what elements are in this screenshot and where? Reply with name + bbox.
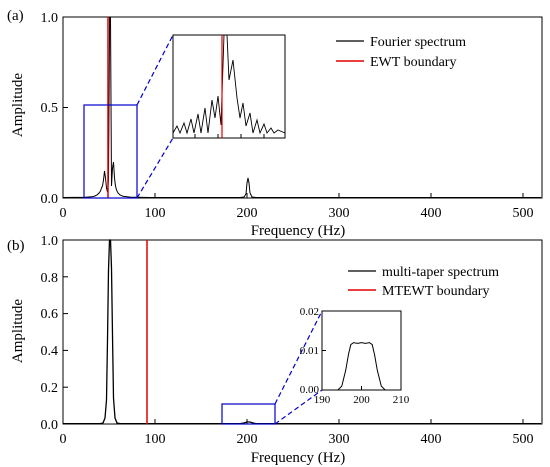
panel-b-ytick-label: 1.0 (41, 234, 59, 249)
panel-a: (a) Amplitude Frequency (Hz) 0 100 200 3… (7, 8, 543, 239)
legend-label-ewt: EWT boundary (370, 55, 456, 70)
panel-b-zoom-connector (274, 389, 323, 425)
panel-b-inset-frame (321, 310, 402, 391)
panel-b-xtick-label: 300 (329, 432, 350, 447)
panel-b-inset-ytick-label: 0.01 (300, 345, 319, 357)
panel-a-zoom-connector (136, 34, 174, 106)
panel-b-inset-ytick-label: 0.00 (300, 384, 320, 396)
panel-b-inset-xtick-label: 210 (393, 394, 410, 406)
panel-b-yticks: 0.0 0.2 0.4 0.6 0.8 1.0 (41, 234, 68, 433)
panel-b: (b) Amplitude Frequency (Hz) 0 100 200 3… (7, 234, 543, 466)
panel-a-ytick-label: 1.0 (41, 11, 59, 26)
panel-b-label: (b) (7, 238, 25, 254)
panel-b-inset: 0.02 0.01 0.00 190 200 210 (300, 306, 410, 406)
panel-a-zoom-box (83, 104, 138, 199)
panel-b-ylabel: Amplitude (10, 299, 26, 364)
panel-b-xticks: 0 100 200 300 400 500 (60, 419, 534, 447)
panel-b-ytick-label: 0.6 (41, 307, 59, 322)
panel-a-ylabel: Amplitude (10, 73, 26, 138)
panel-b-xtick-label: 100 (145, 432, 166, 447)
multitaper-spectrum-line (62, 239, 541, 425)
panel-a-yticks: 0.0 0.5 1.0 (41, 11, 68, 207)
panel-a-xtick-label: 400 (421, 206, 442, 221)
panel-a-xtick-label: 500 (513, 206, 534, 221)
fourier-spectrum-line (62, 16, 541, 198)
panel-a-xtick-label: 100 (145, 206, 166, 221)
legend-label-multitaper: multi-taper spectrum (382, 265, 499, 280)
panel-b-inset-xtick-label: 190 (314, 394, 331, 406)
panel-b-xlabel: Frequency (Hz) (251, 450, 346, 466)
panel-a-xtick-label: 300 (329, 206, 350, 221)
panel-b-zoom-connector (274, 310, 323, 405)
panel-b-ytick-label: 0.4 (41, 344, 59, 359)
panel-a-ytick-label: 0.0 (41, 192, 59, 207)
panel-a-xlabel: Frequency (Hz) (251, 223, 346, 239)
panel-a-xticks: 0 100 200 300 400 500 (60, 193, 534, 221)
panel-b-xtick-label: 200 (237, 432, 258, 447)
panel-b-legend: multi-taper spectrum MTEWT boundary (348, 265, 499, 299)
legend-label-mtewt: MTEWT boundary (382, 284, 489, 299)
panel-a-xtick-label: 0 (60, 206, 67, 221)
panel-b-zoom-box (221, 403, 276, 425)
legend-label-fourier: Fourier spectrum (370, 35, 466, 50)
panel-a-inset-spectrum (172, 34, 286, 135)
panel-b-ytick-label: 0.2 (41, 381, 59, 396)
panel-a-frame (62, 16, 543, 199)
panel-b-xtick-label: 500 (513, 432, 534, 447)
panel-b-inset-spectrum (322, 342, 401, 391)
panel-a-inset (172, 34, 286, 139)
panel-a-ytick-label: 0.5 (41, 101, 59, 116)
panel-b-xtick-label: 400 (421, 432, 442, 447)
panel-a-xtick-label: 200 (237, 206, 258, 221)
panel-a-zoom-connector (136, 137, 174, 199)
panel-b-inset-ytick-label: 0.02 (300, 306, 319, 318)
panel-a-legend: Fourier spectrum EWT boundary (336, 35, 466, 70)
panel-b-xtick-label: 0 (60, 432, 67, 447)
panel-b-inset-xtick-label: 200 (353, 394, 370, 406)
panel-b-ytick-label: 0.8 (41, 271, 59, 286)
panel-b-ytick-label: 0.0 (41, 418, 59, 433)
panel-a-label: (a) (7, 8, 24, 24)
